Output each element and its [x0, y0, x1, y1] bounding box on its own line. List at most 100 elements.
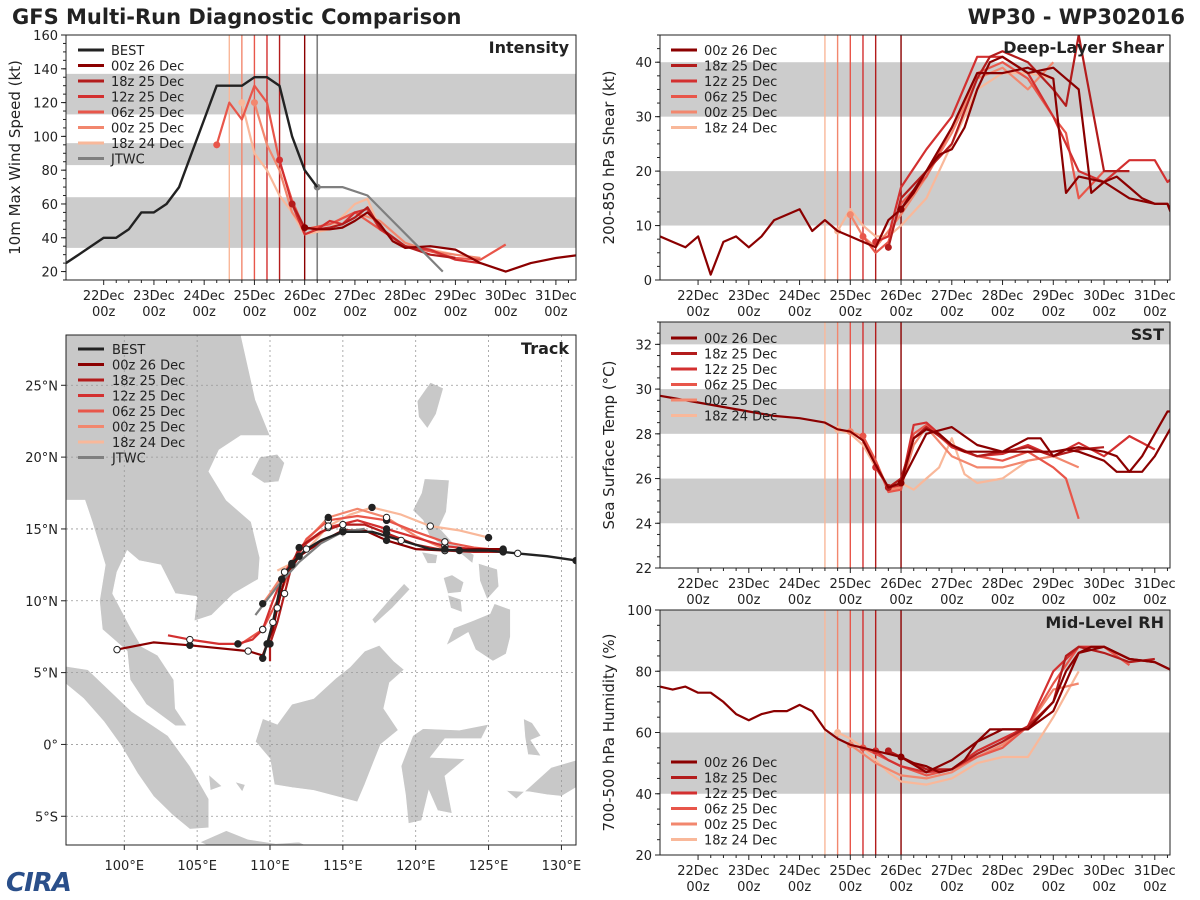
shear-xtick-day: 25Dec — [829, 289, 871, 304]
intensity-legend-label: 00z 25 Dec — [111, 122, 184, 137]
rh-xtick-day: 31Dec — [1134, 864, 1176, 879]
intensity-title: Intensity — [489, 38, 570, 57]
shear-plot-area — [660, 35, 1170, 280]
intensity-best-line — [66, 76, 319, 265]
rh-ytick-label: 20 — [635, 849, 652, 864]
land-polygon — [420, 551, 438, 564]
track-position-dot — [324, 522, 332, 530]
sst-xtick-day: 31Dec — [1134, 577, 1176, 592]
sst-band — [660, 322, 1170, 345]
rh-xtick-day: 30Dec — [1083, 864, 1125, 879]
intensity-ytick-label: 80 — [41, 164, 58, 179]
track-legend-label: 06z 25 Dec — [112, 405, 185, 420]
rh-ytick-label: 100 — [627, 604, 652, 619]
track-best-dot — [514, 549, 522, 558]
intensity-ylabel: 10m Max Wind Speed (kt) — [6, 60, 24, 255]
track-ytick-label: 20°N — [25, 451, 58, 466]
track-position-dot — [295, 552, 303, 560]
track-position-dot — [339, 520, 347, 529]
intensity-xtick-day: 25Dec — [234, 289, 276, 304]
sst-plot-area — [660, 322, 1170, 568]
shear-ylabel: 200-850 hPa Shear (kt) — [600, 71, 618, 245]
shear-xtick-day: 30Dec — [1083, 289, 1125, 304]
intensity-xtick-hour: 00z — [192, 305, 216, 320]
shear-chart: 01020304022Dec00z23Dec00z24Dec00z25Dec00… — [600, 34, 1176, 320]
track-legend-label: JTWC — [111, 452, 146, 467]
track-ytick-label: 15°N — [25, 523, 58, 538]
shear-xtick-hour: 00z — [1143, 305, 1167, 320]
intensity-band — [66, 197, 576, 248]
land-polygon — [412, 478, 475, 564]
track-legend-label: 18z 24 Dec — [112, 436, 185, 451]
intensity-legend-label: 00z 26 Dec — [111, 60, 184, 75]
rh-xtick-hour: 00z — [940, 880, 964, 895]
track-position-dot — [113, 645, 121, 654]
track-position-dot — [259, 599, 267, 608]
intensity-band — [66, 73, 576, 115]
land-polygon — [445, 603, 511, 662]
sst-title: SST — [1131, 325, 1164, 344]
land-polygon — [66, 665, 210, 830]
track-map: 100°E 105°E 110°E 115°E 120°E 125°E 130°E 5°S 0°… — [25, 334, 581, 874]
rh-xtick-hour: 00z — [788, 880, 812, 895]
track-xtick-label: 115°E — [323, 859, 363, 874]
track-ytick-label: 25°N — [25, 379, 58, 394]
intensity-ytick-label: 40 — [41, 232, 58, 247]
intensity-xtick-day: 29Dec — [435, 289, 477, 304]
rh-xtick-day: 28Dec — [982, 864, 1024, 879]
track-position-dot — [288, 559, 296, 568]
intensity-series-line — [278, 159, 481, 265]
sst-xtick-hour: 00z — [788, 593, 812, 608]
land-polygon — [416, 382, 444, 429]
track-position-dot — [280, 589, 289, 598]
shear-xtick-hour: 00z — [991, 305, 1015, 320]
intensity-xtick-day: 24Dec — [183, 289, 225, 304]
track-position-dot — [280, 568, 289, 576]
intensity-series-init-dot — [288, 200, 296, 208]
intensity-xtick-hour: 00z — [293, 305, 317, 320]
sst-xtick-day: 25Dec — [829, 577, 871, 592]
intensity-chart: 2040608010012014016022Dec00z23Dec00z24De… — [6, 29, 577, 320]
shear-legend-label: 00z 26 Dec — [704, 44, 777, 59]
sst-xtick-day: 23Dec — [728, 577, 770, 592]
track-position-dot — [368, 503, 376, 512]
track-ytick-label: 0° — [43, 738, 58, 753]
land-polygon — [250, 453, 285, 484]
rh-legend-label: 12z 25 Dec — [704, 787, 777, 802]
rh-xtick-day: 27Dec — [931, 864, 973, 879]
track-position-dot — [244, 647, 252, 655]
rh-xtick-day: 26Dec — [880, 864, 922, 879]
rh-xtick-day: 29Dec — [1032, 864, 1074, 879]
sst-ytick-label: 26 — [635, 473, 652, 488]
shear-xtick-day: 26Dec — [880, 289, 922, 304]
track-series-line — [261, 507, 446, 605]
sst-legend-label: 06z 25 Dec — [704, 379, 777, 394]
shear-legend-label: 18z 24 Dec — [704, 122, 777, 137]
intensity-xtick-day: 30Dec — [485, 289, 527, 304]
shear-series-init-dot — [859, 232, 867, 240]
shear-xtick-day: 29Dec — [1032, 289, 1074, 304]
rh-band — [660, 610, 1170, 672]
track-legend-label: 00z 25 Dec — [112, 421, 185, 436]
track-best-dot — [259, 654, 267, 662]
shear-ytick-label: 10 — [635, 220, 652, 235]
track-position-dot — [234, 640, 242, 648]
sst-xtick-hour: 00z — [1143, 593, 1167, 608]
intensity-xtick-hour: 00z — [92, 305, 116, 320]
shear-ytick-label: 30 — [635, 111, 652, 126]
track-plot-area — [66, 335, 576, 845]
track-position-dot — [266, 640, 274, 648]
shear-analysis-line — [660, 66, 1170, 276]
rh-legend-label: 00z 25 Dec — [704, 818, 777, 833]
sst-ytick-label: 22 — [635, 562, 652, 577]
land-polygon — [199, 830, 307, 845]
intensity-xtick-hour: 00z — [444, 305, 468, 320]
rh-plot-area — [660, 610, 1170, 855]
land-polygon — [447, 594, 463, 613]
shear-xtick-day: 28Dec — [982, 289, 1024, 304]
intensity-series-init-dot — [301, 224, 309, 232]
intensity-series-init-dot — [213, 141, 221, 149]
track-position-dot — [426, 522, 434, 530]
